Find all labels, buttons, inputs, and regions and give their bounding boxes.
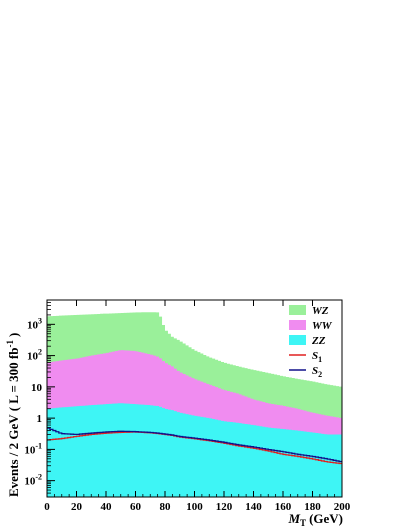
x-tick-label: 60 [130, 501, 142, 513]
series-zz-area [47, 403, 342, 497]
x-tick-label: 160 [275, 501, 292, 513]
x-tick-label: 120 [216, 501, 233, 513]
y-tick-label: 1 [37, 413, 43, 425]
legend-ww-label: WW [312, 320, 333, 332]
y-tick-label: 103 [27, 316, 42, 331]
series-s2-line [47, 427, 342, 463]
legend-wz-swatch [289, 305, 306, 315]
y-tick-label: 10-1 [24, 441, 42, 456]
x-tick-label: 40 [101, 501, 113, 513]
y-tick-label: 10-2 [24, 473, 42, 488]
x-axis: 0 20 40 60 80 100 120 140 160 180 200 [44, 300, 351, 513]
y-axis-title: Events / 2 GeV ( L = 300 fb-1) [5, 333, 21, 497]
y-tick-label: 102 [27, 348, 42, 363]
x-axis-title: MT (GeV) [287, 511, 343, 528]
legend-zz-label: ZZ [311, 335, 326, 347]
x-tick-label: 100 [186, 501, 203, 513]
legend-zz-swatch [289, 335, 306, 345]
x-tick-label: 200 [334, 501, 351, 513]
legend-s2-label: S2 [312, 365, 322, 379]
y-tick-label: 10 [31, 382, 43, 394]
legend-ww-swatch [289, 320, 306, 330]
legend-s1-label: S1 [312, 350, 322, 364]
legend-wz-label: WZ [312, 305, 329, 317]
x-tick-label: 0 [44, 501, 50, 513]
x-tick-label: 80 [160, 501, 172, 513]
line-series-group [47, 427, 342, 465]
x-tick-label: 180 [304, 501, 321, 513]
x-tick-label: 20 [71, 501, 83, 513]
x-tick-label: 140 [245, 501, 262, 513]
